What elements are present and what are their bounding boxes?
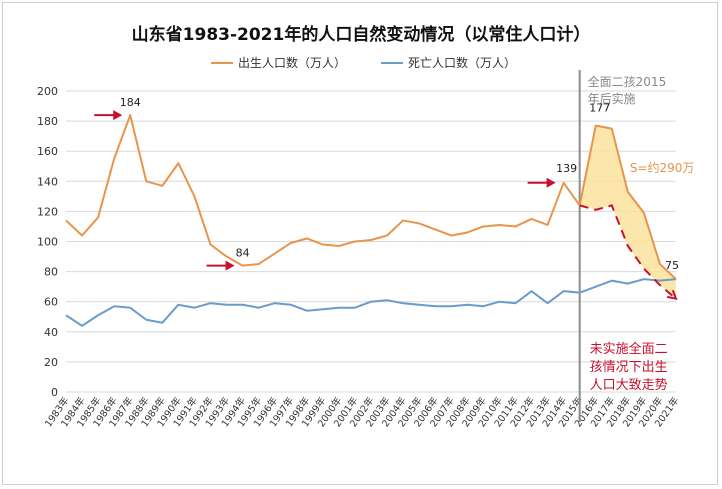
data-label: 184 [120,96,141,109]
data-label: 139 [556,162,577,175]
counterfactual-line [579,204,677,300]
y-tick-label: 180 [37,115,58,128]
legend-label-death: 死亡人口数（万人） [408,55,516,70]
y-tick-label: 80 [44,266,58,279]
y-tick-label: 60 [44,296,58,309]
policy-label-line2: 年后实施 [588,91,636,106]
counterfactual-note-line2: 孩情况下出生 [590,360,668,375]
annotations: 184 84 139 177 75 [94,96,679,272]
y-tick-label: 160 [37,145,58,158]
legend-label-birth: 出生人口数（万人） [238,55,346,70]
y-tick-label: 200 [37,85,58,98]
counterfactual-arrowhead [666,289,678,301]
y-tick-label: 120 [37,205,58,218]
counterfactual-note: 未实施全面二 孩情况下出生 人口大致走势 [590,341,668,393]
y-tick-label: 20 [44,356,58,369]
data-label: 177 [589,102,610,115]
counterfactual-note-line3: 人口大致走势 [590,377,668,393]
data-label: 84 [236,247,250,260]
shaded-area [579,125,676,299]
legend: 出生人口数（万人） 死亡人口数（万人） [211,55,516,70]
callout-arrowhead [113,110,123,121]
data-label: 75 [665,259,679,272]
chart-title: 山东省1983-2021年的人口自然变动情况（以常住人口计） [132,24,591,45]
counterfactual-note-line1: 未实施全面二 [590,341,668,357]
y-tick-label: 40 [44,326,58,339]
x-axis-ticks: 1983年1984年1985年1986年1987年1988年1989年1990年… [42,394,681,429]
y-tick-label: 100 [37,236,58,249]
shaded-area-label: S=约290万 [630,160,695,175]
death-series-line [65,278,677,327]
callout-arrowhead [225,260,235,271]
gridlines [66,90,676,393]
chart-frame [2,2,718,485]
y-axis-ticks: 0 20 40 60 80 100 120 140 160 180 200 [37,85,58,399]
birth-series-line [65,114,677,280]
series-lines [65,114,677,327]
policy-label-line1: 全面二孩2015 [588,74,667,89]
y-tick-label: 140 [37,175,58,188]
y-tick-label: 0 [51,386,58,399]
callout-arrowhead [546,177,556,188]
